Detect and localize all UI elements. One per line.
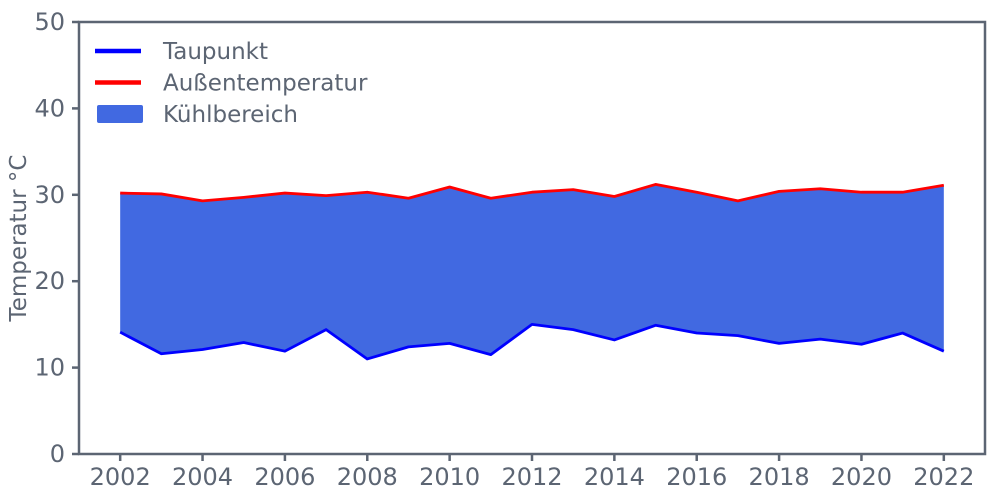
au-entemperatur-line	[120, 183, 945, 203]
y-axis: 0 10 20 30 40 50	[34, 8, 79, 468]
x-tick-label: 2016	[666, 463, 727, 491]
y-tick-label: 30	[34, 181, 65, 209]
x-tick-label: 2022	[913, 463, 974, 491]
x-tick-label: 2014	[584, 463, 645, 491]
y-tick-label: 10	[34, 354, 65, 382]
legend-item-label: Außentemperatur	[163, 71, 368, 97]
legend-item-label: Kühlbereich	[163, 102, 298, 128]
legend-item-taupunkt: Taupunkt	[95, 39, 268, 65]
legend-item-k-hlbereich: Kühlbereich	[97, 102, 298, 128]
x-tick-label: 2008	[337, 463, 398, 491]
x-tick-label: 2012	[501, 463, 562, 491]
x-tick-label: 2018	[749, 463, 810, 491]
y-tick-label: 0	[50, 440, 65, 468]
legend-item-au-entemperatur: Außentemperatur	[95, 71, 368, 97]
y-tick-label: 50	[34, 8, 65, 36]
k-hlbereich-legend-patch-icon	[97, 105, 143, 123]
x-axis: 2002 2004 2006 2008 2010 2012 2014 2016 2018 2020…	[90, 454, 974, 491]
taupunkt-line	[119, 322, 945, 361]
x-tick-label: 2010	[419, 463, 480, 491]
x-tick-label: 2002	[90, 463, 151, 491]
x-tick-label: 2004	[172, 463, 233, 491]
y-tick-label: 20	[34, 267, 65, 295]
x-tick-label: 2020	[831, 463, 892, 491]
k-hlbereich-area	[120, 184, 944, 359]
y-tick-label: 40	[34, 94, 65, 122]
x-tick-label: 2006	[254, 463, 315, 491]
y-axis-label: Temperatur °C	[6, 155, 32, 323]
legend-item-label: Taupunkt	[162, 39, 268, 65]
legend: Taupunkt Außentemperatur Kühlbereich	[95, 39, 368, 128]
